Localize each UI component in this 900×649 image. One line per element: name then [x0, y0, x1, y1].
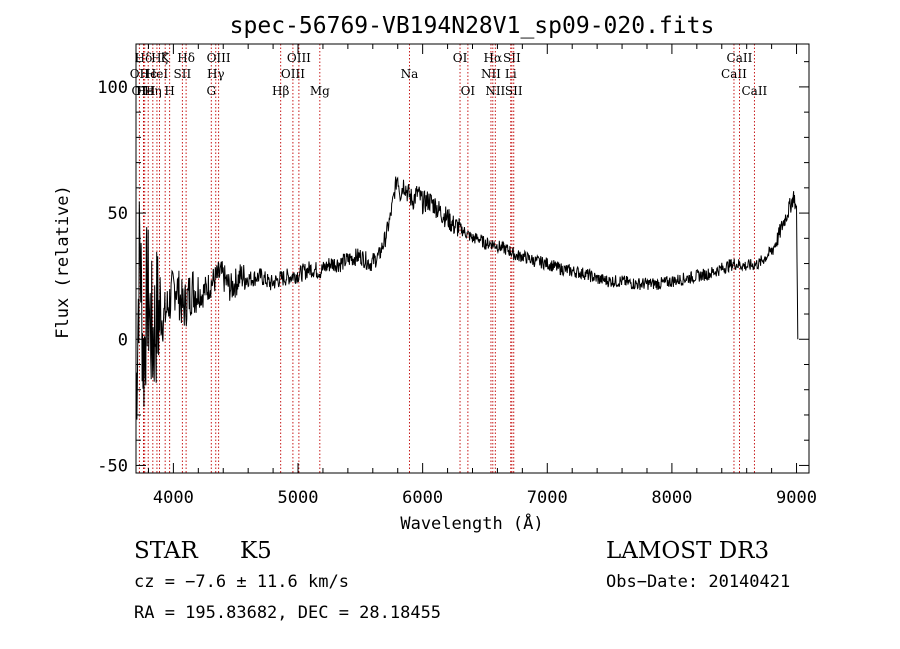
line-marker-label-26: SII: [503, 51, 521, 65]
line-marker-label-7: Hζ: [151, 51, 168, 65]
y-tick-label-3: 100: [97, 78, 128, 98]
line-marker-label-17: OIII: [287, 51, 311, 65]
redshift-cz: cz = −7.6 ± 11.6 km/s: [134, 572, 349, 592]
line-marker-label-3: Hϵ: [136, 84, 153, 98]
line-marker-label-21: OI: [461, 84, 476, 98]
y-tick-label-2: 50: [108, 204, 128, 224]
line-marker-label-25: Li: [505, 67, 517, 81]
line-marker-label-0: OII: [130, 67, 150, 81]
line-marker-label-18: Mg: [310, 84, 330, 98]
line-marker-label-16: OIII: [281, 67, 305, 81]
obs-date: Obs−Date: 20140421: [606, 572, 791, 592]
line-marker-label-13: Hγ: [207, 67, 225, 81]
line-marker-label-30: CaII: [741, 84, 767, 98]
line-marker-label-2: OIII: [131, 84, 155, 98]
plot-frame: [135, 43, 810, 474]
line-marker-label-8: K: [161, 51, 171, 65]
object-class: STAR: [134, 538, 198, 564]
line-marker-label-29: CaII: [727, 51, 753, 65]
ra-dec: RA = 195.83682, DEC = 28.18455: [134, 603, 442, 623]
x-tick-label-3: 7000: [527, 488, 568, 508]
y-tick-label-0: -50: [97, 456, 128, 476]
y-tick-label-1: 0: [118, 330, 128, 350]
line-marker-label-22: NII: [481, 67, 501, 81]
line-marker-label-19: Na: [401, 67, 419, 81]
line-marker-label-9: H: [164, 84, 174, 98]
object-subclass: K5: [240, 538, 272, 564]
line-marker-label-5: Hη: [144, 84, 162, 98]
line-marker-label-15: Hβ: [272, 84, 289, 98]
line-marker-label-24: NII: [485, 84, 505, 98]
x-tick-label-5: 9000: [776, 488, 817, 508]
x-tick-label-2: 6000: [402, 488, 443, 508]
line-marker-label-28: CaII: [721, 67, 747, 81]
line-marker-label-6: HeI: [146, 67, 169, 81]
line-marker-label-10: SII: [174, 67, 192, 81]
line-marker-label-11: Hδ: [177, 51, 195, 65]
x-tick-label-4: 8000: [651, 488, 692, 508]
x-tick-label-1: 5000: [278, 488, 319, 508]
line-marker-label-27: SII: [505, 84, 523, 98]
line-marker-label-23: Hα: [484, 51, 503, 65]
x-tick-label-0: 4000: [153, 488, 194, 508]
y-axis-label: Flux (relative): [53, 185, 73, 339]
chart-title: spec-56769-VB194N28V1_sp09-020.fits: [230, 13, 715, 39]
line-marker-label-14: OIII: [207, 51, 231, 65]
x-axis-label: Wavelength (Å): [400, 512, 543, 534]
line-marker-label-12: G: [206, 84, 216, 98]
survey-name: LAMOST DR3: [606, 538, 770, 564]
line-marker-label-20: OI: [453, 51, 468, 65]
spectrum-line: [136, 176, 799, 420]
line-marker-label-4: Hϵ: [140, 67, 157, 81]
